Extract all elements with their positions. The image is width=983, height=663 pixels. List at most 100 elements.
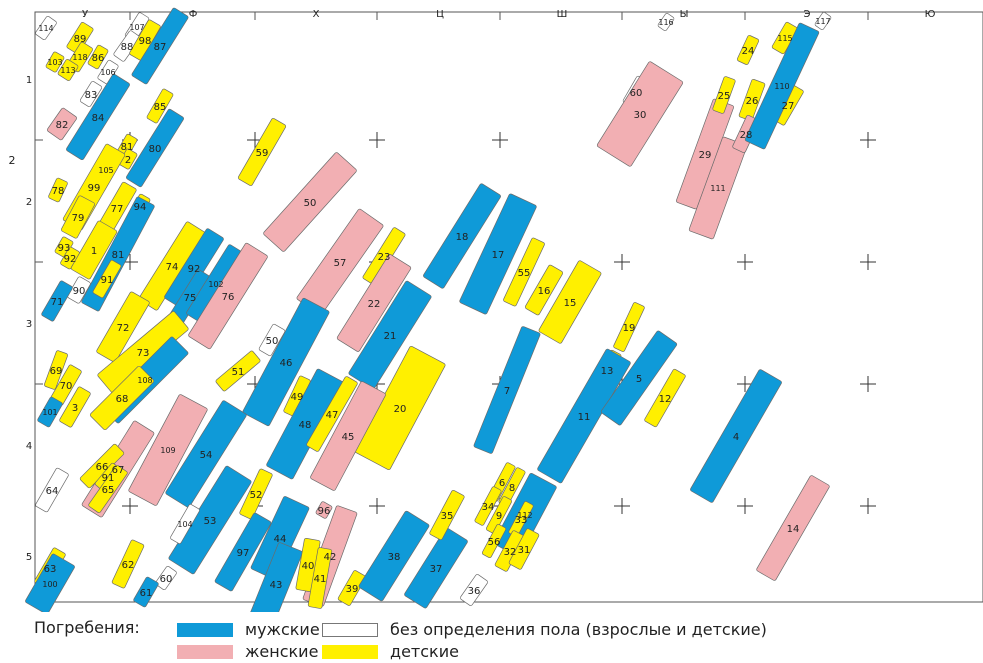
grave-label: 109 bbox=[160, 446, 175, 455]
grave-label: 11 bbox=[578, 412, 591, 423]
grave-label: 12 bbox=[659, 394, 672, 405]
grave-child bbox=[61, 195, 95, 239]
grave-label: 79 bbox=[72, 213, 85, 224]
grave-label: 84 bbox=[92, 113, 105, 124]
legend-swatch-male bbox=[177, 622, 233, 637]
grave-label: 51 bbox=[232, 367, 245, 378]
grave-label: 85 bbox=[154, 102, 167, 113]
grave-child bbox=[736, 35, 760, 65]
grave-male bbox=[165, 400, 247, 508]
legend-item-undetermined: без определения пола (взрослые и детские… bbox=[322, 620, 767, 639]
grave-child bbox=[306, 376, 358, 452]
grave-undetermined bbox=[155, 565, 177, 591]
grave-label: 63 bbox=[44, 564, 57, 575]
grave-label: 46 bbox=[280, 358, 293, 369]
legend: Погребения: мужские женские без определе… bbox=[34, 616, 974, 661]
grave-label: 71 bbox=[51, 297, 64, 308]
grave-label: 29 bbox=[699, 150, 712, 161]
grave-male bbox=[600, 330, 678, 426]
grave-label: 97 bbox=[237, 548, 250, 559]
grave-label: 70 bbox=[60, 381, 73, 392]
grave-label: 82 bbox=[56, 120, 69, 131]
grave-label: 32 bbox=[504, 547, 517, 558]
grave-label: 76 bbox=[222, 292, 235, 303]
grave-child bbox=[613, 302, 645, 352]
grave-label: 110 bbox=[774, 82, 789, 91]
grave-label: 20 bbox=[394, 404, 407, 415]
grave-label: 59 bbox=[256, 148, 269, 159]
grave-label: 15 bbox=[564, 298, 577, 309]
grave-label: 13 bbox=[601, 366, 614, 377]
grave-label: 117 bbox=[815, 17, 830, 26]
grave-label: 19 bbox=[623, 323, 636, 334]
grave-label: 99 bbox=[88, 183, 101, 194]
legend-label-female: женские bbox=[245, 642, 319, 661]
legend-swatch-undetermined bbox=[322, 622, 378, 637]
grave-label: 78 bbox=[52, 186, 65, 197]
grave-child bbox=[59, 386, 91, 428]
grave-label: 89 bbox=[74, 34, 87, 45]
legend-item-child: детские bbox=[322, 642, 459, 661]
grave-child bbox=[111, 539, 145, 589]
grave-label: 57 bbox=[334, 258, 347, 269]
grave-label: 27 bbox=[782, 101, 795, 112]
grave-male bbox=[423, 183, 501, 289]
grave-label: 83 bbox=[85, 90, 98, 101]
grave-label: 87 bbox=[154, 42, 167, 53]
grave-undetermined bbox=[35, 15, 57, 41]
grave-label: 21 bbox=[384, 331, 397, 342]
grave-label: 35 bbox=[441, 511, 454, 522]
legend-title: Погребения: bbox=[34, 618, 140, 637]
grave-male bbox=[404, 527, 468, 609]
grave-male bbox=[131, 7, 189, 85]
grave-label: 81 bbox=[112, 250, 125, 261]
grave-child bbox=[307, 547, 333, 609]
grave-male bbox=[242, 297, 330, 427]
grave-child bbox=[89, 365, 155, 431]
grave-label: 53 bbox=[204, 516, 217, 527]
grave-male bbox=[66, 73, 130, 161]
grave-label: 62 bbox=[122, 560, 135, 571]
column-label: Ю bbox=[925, 9, 936, 20]
grave-label: 92 bbox=[64, 254, 77, 265]
grave-label: 81 bbox=[121, 142, 134, 153]
column-label: Ф bbox=[189, 9, 198, 20]
legend-label-male: мужские bbox=[245, 620, 320, 639]
grave-label: 88 bbox=[121, 42, 134, 53]
grave-label: 42 bbox=[324, 552, 337, 563]
grave-label: 22 bbox=[368, 299, 381, 310]
grave-label: 91 bbox=[102, 473, 115, 484]
grave-child bbox=[524, 264, 564, 316]
grave-label: 8 bbox=[509, 483, 515, 494]
grave-label: 98 bbox=[139, 36, 152, 47]
grave-female bbox=[128, 394, 208, 506]
grave-child bbox=[215, 350, 261, 392]
grave-label: 30 bbox=[634, 110, 647, 121]
grave-label: 50 bbox=[304, 198, 317, 209]
grave-female bbox=[336, 254, 412, 352]
grave-label: 101 bbox=[42, 408, 57, 417]
grave-label: 5 bbox=[636, 374, 642, 385]
grave-female bbox=[315, 501, 333, 519]
grave-male bbox=[537, 348, 631, 484]
grave-label: 67 bbox=[112, 465, 125, 476]
grave-child bbox=[503, 237, 545, 307]
grave-female bbox=[756, 475, 830, 581]
grave-label: 39 bbox=[346, 584, 359, 595]
grave-label: 36 bbox=[468, 586, 481, 597]
grave-label: 33 bbox=[515, 515, 528, 526]
legend-label-undetermined: без определения пола (взрослые и детские… bbox=[390, 620, 767, 639]
grave-child bbox=[239, 468, 273, 520]
row-label: 1 bbox=[26, 75, 32, 86]
grave-label: 65 bbox=[102, 485, 115, 496]
grave-male bbox=[41, 280, 73, 322]
grave-label: 41 bbox=[314, 574, 327, 585]
legend-swatch-child bbox=[322, 644, 378, 659]
grave-label: 44 bbox=[274, 534, 287, 545]
grave-label: 118 bbox=[72, 53, 87, 62]
grave-label: 94 bbox=[134, 202, 147, 213]
column-label: Ы bbox=[680, 9, 689, 20]
legend-label-child: детские bbox=[390, 642, 459, 661]
